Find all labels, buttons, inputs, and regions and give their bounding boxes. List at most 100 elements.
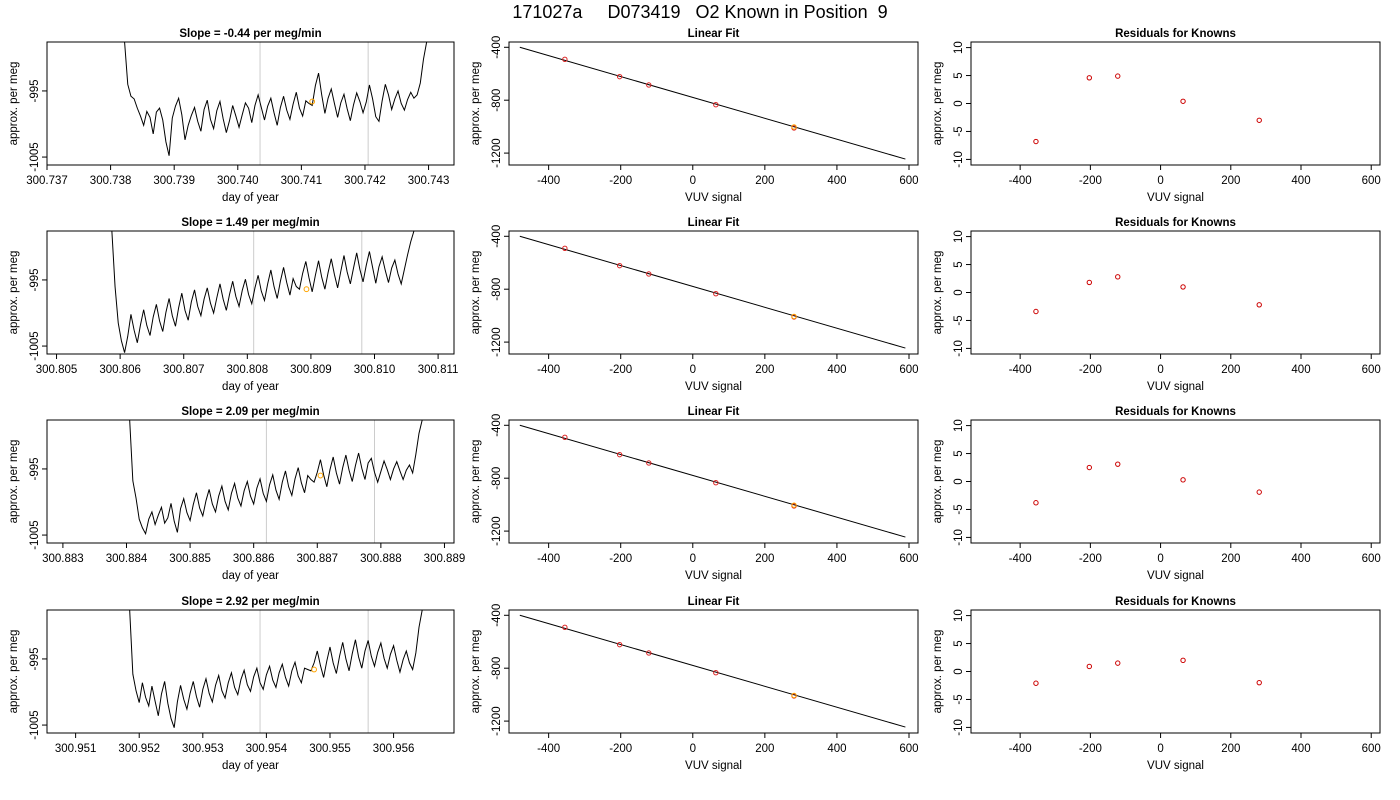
residual-ytick-label: -10	[953, 529, 965, 546]
row3-timeseries-frame	[46, 419, 455, 544]
residual-point	[1033, 308, 1039, 315]
fit-xtick-label: 200	[755, 553, 774, 565]
fit-ytick-label: -800	[491, 89, 503, 112]
row2-linear-fit-xlabel: VUV signal	[685, 381, 742, 393]
fit-data-point	[616, 262, 623, 269]
timeseries-xtick-label: 300.811	[418, 364, 459, 376]
fit-data-point	[562, 245, 568, 252]
residual-ytick-label: -10	[953, 719, 965, 736]
residual-ytick-label: 10	[953, 41, 965, 54]
row2-residuals-frame	[970, 230, 1381, 355]
row1-residuals-ylabel: approx. per meg	[932, 62, 944, 146]
residual-point	[1086, 663, 1093, 670]
row4-timeseries-frame	[46, 609, 455, 734]
row3-timeseries-panel: Slope = 2.09 per meg/min day of year appro…	[8, 406, 465, 582]
row2-residuals-xlabel: VUV signal	[1147, 381, 1204, 393]
residual-point	[1256, 489, 1262, 495]
fit-data-point	[713, 669, 719, 676]
residual-xtick-label: 0	[1157, 175, 1163, 187]
timeseries-xtick-label: 300.952	[118, 743, 160, 755]
timeseries-xtick-label: 300.956	[373, 743, 415, 755]
timeseries-ytick-label: -1005	[29, 142, 41, 171]
row3-residuals-title: Residuals for Knowns	[1115, 406, 1236, 418]
fit-ytick-label: -1200	[491, 516, 503, 545]
fit-data-point	[616, 73, 623, 80]
row1-linear-fit-xlabel: VUV signal	[685, 192, 742, 204]
timeseries-xtick-label: 300.738	[90, 175, 132, 187]
residual-ytick-label: 10	[953, 230, 965, 243]
residual-ytick-label: -10	[953, 340, 965, 357]
residual-xtick-label: -400	[1009, 364, 1032, 376]
row3-residuals-ylabel: approx. per meg	[932, 440, 944, 524]
fit-xtick-label: -200	[609, 175, 632, 187]
fit-xtick-label: -400	[537, 175, 560, 187]
timeseries-xtick-label: 300.954	[246, 743, 288, 755]
timeseries-xtick-label: 300.883	[42, 553, 84, 565]
fit-xtick-label: 600	[899, 553, 918, 565]
timeseries-xtick-label: 300.808	[227, 364, 269, 376]
fit-ytick-label: -400	[491, 414, 503, 437]
row2-residuals-title: Residuals for Knowns	[1115, 217, 1236, 229]
fit-ytick-label: -800	[491, 467, 503, 490]
residual-xtick-label: 600	[1362, 743, 1381, 755]
row1-residuals-frame	[970, 41, 1381, 166]
fit-xtick-label: 200	[755, 364, 774, 376]
timeseries-ytick-label: -995	[29, 268, 41, 291]
row3-residuals-panel: Residuals for Knowns VUV signal approx. pe…	[932, 406, 1381, 582]
timeseries-xtick-label: 300.885	[169, 553, 211, 565]
fit-line	[519, 235, 906, 349]
row2-residuals-panel: Residuals for Knowns VUV signal approx. pe…	[932, 217, 1381, 393]
residual-xtick-label: -200	[1079, 743, 1102, 755]
timeseries-xtick-label: 300.889	[424, 553, 466, 565]
signal-trace-line	[111, 231, 415, 353]
fit-xtick-label: -400	[537, 743, 560, 755]
row1-timeseries-panel: Slope = -0.44 per meg/min day of year appr…	[8, 28, 455, 204]
row1-timeseries-ylabel: approx. per meg	[8, 62, 20, 146]
row2-linear-fit-panel: Linear Fit VUV signal approx. per meg -400 -…	[470, 217, 919, 393]
residual-ytick-label: 10	[953, 419, 965, 432]
row1-linear-fit-title: Linear Fit	[688, 28, 740, 40]
fit-data-point	[616, 641, 623, 648]
fit-data-point	[713, 101, 719, 108]
mean-marker-point	[303, 286, 310, 293]
row4-timeseries-xlabel: day of year	[222, 760, 279, 772]
residual-point	[1180, 657, 1186, 664]
row2-timeseries-ylabel: approx. per meg	[8, 251, 20, 335]
fit-xtick-label: 400	[827, 553, 846, 565]
row1-timeseries-xlabel: day of year	[222, 192, 279, 204]
residual-xtick-label: 200	[1221, 175, 1240, 187]
fit-data-point	[562, 434, 568, 441]
row1-linear-fit-panel: Linear Fit VUV signal approx. per meg -400 -…	[470, 28, 919, 204]
fit-xtick-label: 200	[755, 175, 774, 187]
mean-marker-point	[309, 98, 316, 105]
row4-residuals-ylabel: approx. per meg	[932, 630, 944, 714]
residual-xtick-label: 200	[1221, 364, 1240, 376]
timeseries-xtick-label: 300.740	[217, 175, 259, 187]
residual-ytick-label: -10	[953, 151, 965, 168]
row4-timeseries-panel: Slope = 2.92 per meg/min day of year appro…	[8, 596, 455, 772]
row3-timeseries-ylabel: approx. per meg	[8, 440, 20, 524]
timeseries-xtick-label: 300.743	[408, 175, 450, 187]
row4-residuals-title: Residuals for Knowns	[1115, 596, 1236, 608]
residual-xtick-label: 400	[1291, 175, 1310, 187]
row2-timeseries-xlabel: day of year	[222, 381, 279, 393]
unknown-point	[791, 313, 797, 320]
fit-ytick-label: -800	[491, 278, 503, 301]
timeseries-xtick-label: 300.953	[182, 743, 224, 755]
residual-xtick-label: 400	[1291, 743, 1310, 755]
fit-ytick-label: -1200	[491, 138, 503, 167]
residual-point	[1256, 679, 1262, 686]
row4-linear-fit-xlabel: VUV signal	[685, 760, 742, 772]
row3-linear-fit-xlabel: VUV signal	[685, 570, 742, 582]
row4-timeseries-title: Slope = 2.92 per meg/min	[181, 596, 319, 608]
timeseries-xtick-label: 300.809	[290, 364, 332, 376]
fit-data-point	[562, 624, 568, 631]
residual-point	[1180, 477, 1186, 483]
timeseries-xtick-label: 300.955	[309, 743, 351, 755]
figure-title: 171027a D073419 O2 Known in Position 9	[512, 2, 888, 22]
fit-ytick-label: -1200	[491, 327, 503, 356]
residual-xtick-label: -200	[1079, 364, 1102, 376]
row1-linear-fit-ylabel: approx. per meg	[470, 62, 482, 146]
fit-ytick-label: -1200	[491, 706, 503, 735]
residual-point	[1115, 660, 1121, 666]
